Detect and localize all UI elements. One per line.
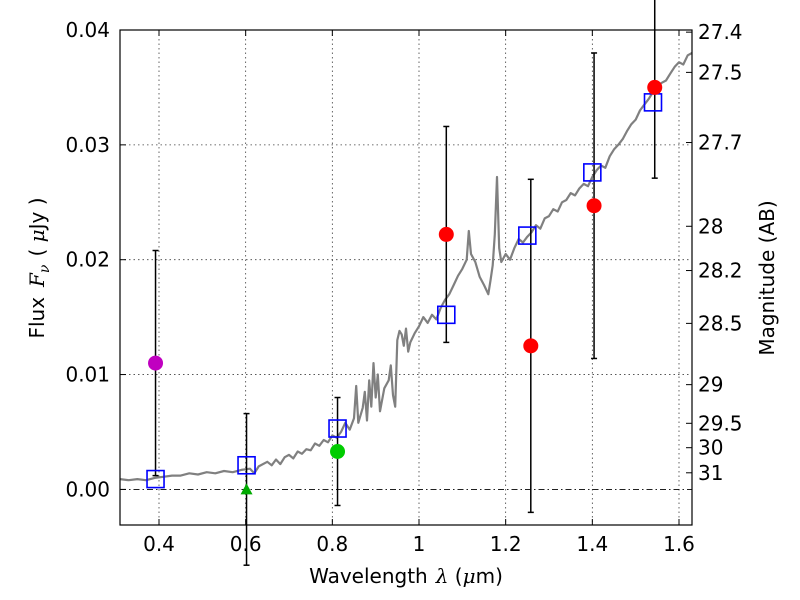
x-tick-label: 0.6	[230, 532, 262, 556]
observation-point	[586, 198, 602, 214]
magnitude-tick-label: 30	[698, 436, 723, 460]
observation-point	[523, 338, 539, 354]
y-axis-symbol: F	[25, 272, 49, 288]
y-axis-title: Flux Fν ( μJy )	[25, 197, 53, 338]
magnitude-tick-label: 28	[698, 214, 723, 238]
magnitude-tick-label: 29.5	[698, 411, 743, 435]
observation-upper-limit-triangle	[240, 483, 253, 495]
magnitude-tick-label: 27.4	[698, 20, 743, 44]
y-tick-label: 0.01	[65, 363, 110, 387]
magnitude-axis-title: Magnitude (AB)	[755, 200, 779, 355]
y-axis-unit-open: (	[25, 242, 49, 256]
observation-point	[438, 226, 454, 242]
magnitude-tick-label: 31	[698, 461, 723, 485]
model-photometry-square	[328, 419, 347, 438]
y-axis-unit-rest: Jy )	[25, 197, 49, 231]
model-photometry-square	[583, 163, 602, 182]
magnitude-tick-label: 28.5	[698, 311, 743, 335]
model-spectrum-line	[119, 52, 693, 482]
observation-point	[148, 355, 164, 371]
x-tick-label: 1.6	[663, 532, 695, 556]
plot-frame	[119, 29, 693, 526]
x-axis-unit-rest: m)	[476, 564, 503, 588]
x-tick-label: 1.4	[576, 532, 608, 556]
y-tick-label: 0.03	[65, 133, 110, 157]
magnitude-tick-label: 28.2	[698, 259, 743, 283]
model-photometry-layer	[146, 93, 663, 489]
observation-point	[330, 443, 346, 459]
x-axis-title: Wavelength λ (μm)	[309, 564, 503, 588]
magnitude-tick-label: 27.7	[698, 131, 743, 155]
y-tick-label: 0.04	[65, 18, 110, 42]
observation-layer	[148, 79, 663, 495]
x-axis-symbol: λ	[435, 564, 449, 588]
magnitude-tick-label: 29	[698, 373, 723, 397]
x-axis-unit-open: (	[448, 564, 462, 588]
model-photometry-square	[436, 305, 456, 325]
ticks: 0.4 0.6 0.8 1 1.2 1.4 1.6 0.00 0.01 0.02 0.03 0.04 2…	[65, 18, 742, 556]
y-tick-label: 0.00	[65, 477, 110, 501]
x-tick-label: 1	[413, 532, 426, 556]
observation-point	[647, 79, 663, 95]
x-axis-title-text: Wavelength	[309, 564, 428, 588]
magnitude-tick-label: 27.5	[698, 60, 743, 84]
x-tick-label: 0.8	[316, 532, 348, 556]
y-axis-unit-mu: μ	[25, 229, 49, 242]
y-axis-title-text: Flux	[25, 297, 49, 339]
y-axis-subscript: ν	[37, 264, 53, 273]
spectrum-layer	[119, 52, 693, 482]
x-tick-label: 1.2	[490, 532, 522, 556]
x-axis-unit-mu: μ	[463, 564, 476, 588]
x-tick-label: 0.4	[143, 532, 175, 556]
model-photometry-square	[146, 469, 165, 489]
model-photometry-square	[518, 226, 537, 245]
y-tick-label: 0.02	[65, 248, 110, 272]
model-photometry-square	[237, 455, 256, 475]
